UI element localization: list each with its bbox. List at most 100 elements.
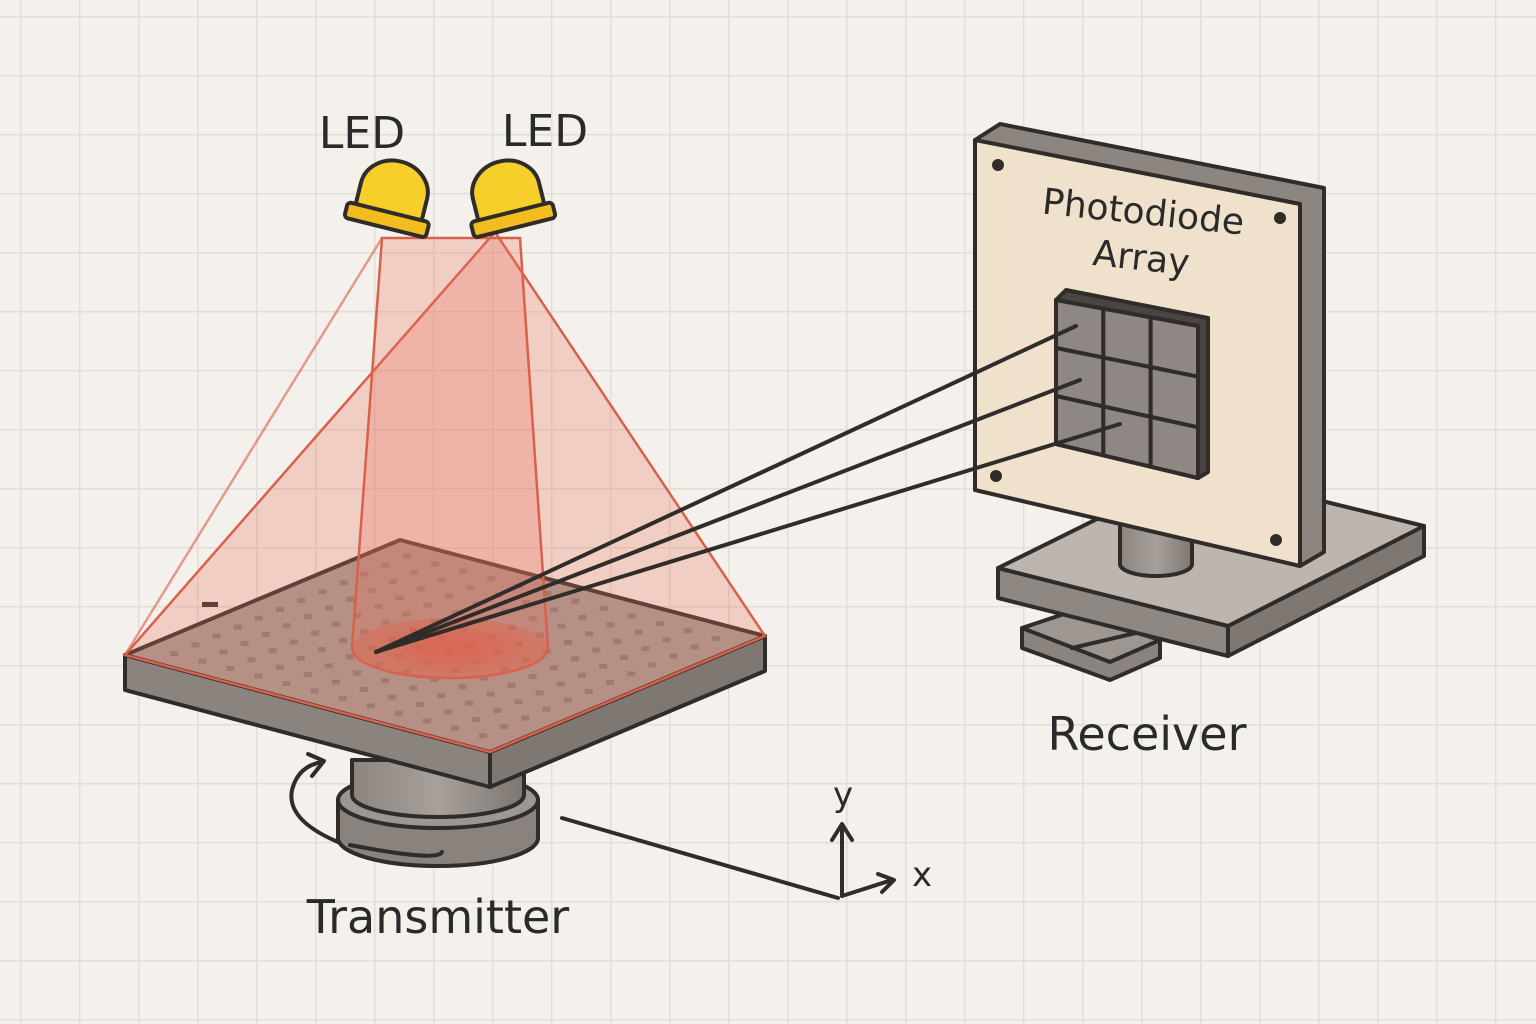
platform-dot	[331, 679, 340, 685]
platform-dot	[507, 682, 516, 688]
platform-dot	[212, 633, 221, 639]
platform-dot	[360, 629, 369, 635]
platform-dot	[571, 656, 579, 662]
platform-dot	[367, 587, 376, 593]
axis-connector-line	[560, 816, 840, 900]
platform-dot	[557, 623, 566, 629]
photodiode-array	[1054, 288, 1210, 480]
platform-dot	[521, 715, 530, 721]
platform-dot	[690, 644, 699, 650]
platform-dot	[437, 577, 446, 583]
photodiode-cell	[1148, 414, 1200, 480]
platform-dot	[430, 676, 439, 682]
platform-dot	[318, 589, 327, 595]
platform-marker	[202, 602, 218, 607]
platform-dot	[669, 653, 678, 659]
platform-dot	[297, 598, 306, 603]
platform-dot	[402, 553, 411, 559]
platform-dot	[233, 624, 242, 630]
platform-dot	[437, 693, 446, 699]
coordinate-axes	[560, 816, 896, 900]
platform-dot	[339, 580, 348, 586]
platform-dot	[276, 606, 284, 612]
platform-dot	[648, 662, 657, 668]
platform-dot	[459, 568, 468, 574]
platform-dot	[479, 675, 488, 681]
axis-y-label: y	[833, 775, 853, 815]
platform-dot	[346, 596, 355, 602]
platform-dot	[479, 733, 488, 739]
photodiode-label-line2: Array	[1091, 233, 1192, 284]
platform-dot	[191, 642, 200, 648]
platform-dot	[599, 606, 608, 611]
platform-dot	[536, 632, 544, 638]
optical-link	[374, 378, 1082, 654]
platform-dot	[655, 621, 664, 626]
platform-dot	[444, 593, 453, 599]
platform-dot	[641, 646, 650, 652]
photodiode-cell	[1054, 394, 1106, 458]
platform-dot	[303, 672, 312, 678]
platform-dot	[219, 649, 228, 655]
led-left-label: LED	[319, 108, 405, 159]
photodiode-grid	[1054, 298, 1200, 480]
led-left-icon	[342, 158, 431, 239]
platform-dot	[275, 664, 284, 670]
platform-dot	[317, 647, 326, 652]
platform-dot	[416, 702, 424, 707]
platform-dot	[332, 621, 341, 627]
platform-dot	[310, 688, 319, 694]
platform-dot	[381, 678, 389, 684]
platform-dot	[592, 647, 601, 653]
platform-dot	[563, 697, 572, 703]
platform-dot	[458, 684, 467, 690]
platform-dot	[683, 628, 692, 634]
platform-dot	[634, 629, 643, 635]
platform-dot	[466, 585, 474, 590]
optical-link	[374, 422, 1122, 654]
platform-dot	[374, 604, 383, 610]
rotation-arrow-icon	[289, 752, 340, 844]
platform-dot	[556, 681, 565, 687]
platform-dot	[550, 607, 559, 613]
platform-dot	[535, 690, 544, 696]
platform-dot	[606, 622, 615, 628]
platform-dot	[381, 562, 390, 568]
platform-dot	[444, 709, 453, 715]
platform-dot	[711, 635, 720, 641]
platform-dot	[599, 663, 608, 669]
platform-dot	[352, 670, 361, 676]
platform-dot	[198, 658, 207, 664]
platform-dot	[487, 576, 496, 582]
platform-dot	[402, 611, 411, 617]
platform-dot	[325, 605, 334, 611]
platform-dot	[571, 598, 580, 604]
platform-dot	[387, 694, 396, 700]
platform-dot	[268, 648, 277, 654]
platform-dot	[578, 614, 587, 620]
platform-dot	[465, 700, 474, 706]
platform-dot	[486, 691, 495, 697]
platform-dot	[422, 718, 431, 724]
screw-icon	[1274, 212, 1286, 224]
platform-dot	[423, 602, 432, 608]
platform-dot	[261, 632, 270, 637]
platform-dot	[360, 571, 369, 577]
platform-dot	[304, 614, 313, 620]
x-axis-arrow-icon	[840, 878, 894, 898]
transmitter-label: Transmitter	[306, 890, 570, 944]
receiver-label: Receiver	[1047, 707, 1246, 761]
platform-dot	[613, 638, 622, 644]
screw-icon	[992, 159, 1004, 171]
platform-dot	[346, 654, 354, 660]
platform-dot	[627, 671, 636, 677]
platform-dot	[254, 673, 263, 679]
platform-dot	[528, 674, 537, 679]
screw-icon	[990, 470, 1002, 482]
screw-icon	[1270, 534, 1282, 546]
platform-dot	[409, 570, 418, 576]
platform-dot	[339, 638, 348, 644]
platform-dot	[514, 699, 523, 705]
platform-dot	[542, 706, 551, 712]
